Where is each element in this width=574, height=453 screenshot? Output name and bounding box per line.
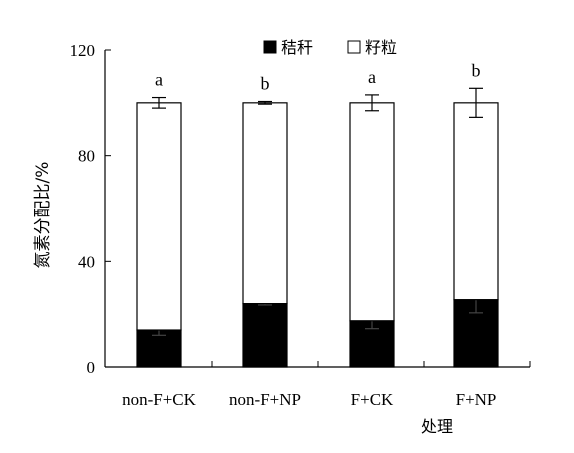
legend-swatch-grain (347, 40, 361, 54)
legend-label-straw: 秸秆 (281, 38, 313, 57)
y-tick-label: 120 (70, 41, 96, 60)
bar-grain (136, 102, 182, 331)
x-tick-label: non-F+CK (122, 390, 197, 409)
y-ticks: 0 40 80 120 (70, 41, 111, 377)
legend-label-grain: 籽粒 (365, 38, 397, 57)
significance-letter: a (155, 70, 163, 90)
legend: 秸秆 籽粒 (263, 38, 397, 57)
bar-straw (136, 329, 182, 368)
bar-grain (349, 102, 395, 322)
bar-grain (242, 102, 288, 305)
significance-letter: b (261, 74, 270, 94)
y-axis-label: 氮素分配比/% (33, 162, 53, 269)
bar-straw (242, 303, 288, 368)
y-tick-label: 80 (78, 147, 95, 166)
x-ticks: non-F+CK non-F+NP F+CK F+NP (122, 361, 531, 409)
x-axis-label: 处理 (421, 417, 453, 436)
x-tick-label: F+NP (456, 390, 497, 409)
bars: baabbaab (136, 60, 499, 368)
y-tick-label: 40 (78, 252, 95, 271)
x-tick-label: F+CK (351, 390, 394, 409)
legend-swatch-straw (263, 40, 277, 54)
x-tick-label: non-F+NP (229, 390, 301, 409)
bar-grain (453, 102, 499, 301)
y-tick-label: 0 (87, 358, 96, 377)
significance-letter: a (368, 67, 376, 87)
significance-letter: b (472, 60, 481, 80)
